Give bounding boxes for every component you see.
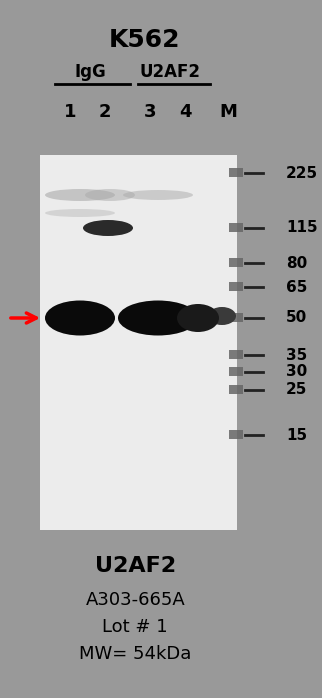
- Text: 3: 3: [144, 103, 156, 121]
- Bar: [229, 350, 243, 359]
- Text: 35: 35: [286, 348, 307, 362]
- Bar: [229, 313, 243, 322]
- Text: MW= 54kDa: MW= 54kDa: [79, 645, 191, 663]
- Text: 25: 25: [286, 383, 308, 397]
- Text: 115: 115: [286, 221, 317, 235]
- Text: 15: 15: [286, 427, 307, 443]
- Bar: [229, 168, 243, 177]
- Text: 225: 225: [286, 165, 318, 181]
- Bar: [40, 155, 237, 530]
- Text: K562: K562: [109, 28, 181, 52]
- Ellipse shape: [45, 301, 115, 336]
- Ellipse shape: [118, 301, 198, 336]
- Text: Lot # 1: Lot # 1: [102, 618, 168, 636]
- Text: U2AF2: U2AF2: [95, 556, 176, 576]
- Ellipse shape: [208, 307, 236, 325]
- Bar: [229, 367, 243, 376]
- Ellipse shape: [45, 209, 115, 217]
- Text: IgG: IgG: [74, 63, 106, 81]
- Text: M: M: [219, 103, 237, 121]
- Text: A303-665A: A303-665A: [85, 591, 185, 609]
- Ellipse shape: [85, 189, 135, 201]
- Text: 65: 65: [286, 279, 308, 295]
- Ellipse shape: [45, 189, 115, 201]
- Text: 50: 50: [286, 311, 307, 325]
- Text: 80: 80: [286, 255, 307, 271]
- Text: 2: 2: [99, 103, 111, 121]
- Bar: [229, 385, 243, 394]
- Bar: [229, 282, 243, 291]
- Text: U2AF2: U2AF2: [139, 63, 201, 81]
- Bar: [229, 430, 243, 439]
- Ellipse shape: [177, 304, 219, 332]
- Ellipse shape: [83, 220, 133, 236]
- Ellipse shape: [123, 190, 193, 200]
- Text: 4: 4: [179, 103, 191, 121]
- Bar: [229, 258, 243, 267]
- Bar: [229, 223, 243, 232]
- Text: 1: 1: [64, 103, 76, 121]
- Text: 30: 30: [286, 364, 307, 380]
